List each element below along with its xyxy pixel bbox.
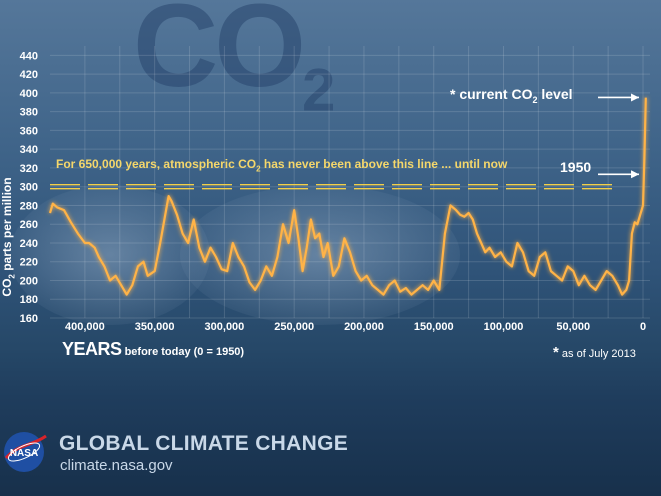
y-tick-label: 360 bbox=[20, 125, 38, 137]
y-tick-label: 340 bbox=[20, 144, 38, 156]
brand-url[interactable]: climate.nasa.gov bbox=[60, 457, 173, 474]
y-tick-label: 400 bbox=[20, 88, 38, 100]
iceberg-center bbox=[180, 185, 460, 325]
brand-title: GLOBAL CLIMATE CHANGE bbox=[59, 432, 349, 455]
y-tick-label: 220 bbox=[20, 257, 38, 269]
x-tick-label: 200,000 bbox=[344, 321, 384, 333]
reference-line-300ppm bbox=[50, 183, 618, 190]
x-tick-label: 100,000 bbox=[484, 321, 524, 333]
nasa-logo-wordmark: NASA bbox=[10, 448, 38, 459]
annotation-arrows bbox=[598, 93, 640, 179]
grid-lines bbox=[50, 46, 650, 319]
y-tick-label: 240 bbox=[20, 238, 38, 250]
y-tick-label: 180 bbox=[20, 294, 38, 306]
x-axis-label-detail: before today (0 = 1950) bbox=[121, 346, 245, 358]
y-tick-label: 300 bbox=[20, 182, 38, 194]
y-tick-label: 280 bbox=[20, 200, 38, 212]
current-level-annotation: * current CO2 level bbox=[450, 86, 573, 105]
y-axis-label: CO2 parts per million bbox=[0, 177, 17, 297]
year-1950-annotation: 1950 bbox=[560, 159, 592, 175]
x-tick-label: 350,000 bbox=[135, 321, 175, 333]
x-axis-label: YEARS before today (0 = 1950) bbox=[62, 339, 244, 360]
x-tick-label: 400,000 bbox=[65, 321, 105, 333]
x-tick-label: 150,000 bbox=[414, 321, 454, 333]
y-tick-label: 380 bbox=[20, 107, 38, 119]
y-tick-label: 420 bbox=[20, 69, 38, 81]
y-tick-label: 260 bbox=[20, 219, 38, 231]
x-tick-label: 300,000 bbox=[205, 321, 245, 333]
x-tick-label: 50,000 bbox=[556, 321, 590, 333]
y-axis-ticks: 160 180 200 220 240 260 280 300 320 340 360 380 400 4… bbox=[20, 50, 38, 325]
co2-series-line bbox=[48, 97, 647, 296]
background-co2-watermark: CO2 bbox=[133, 0, 335, 124]
y-tick-label: 200 bbox=[20, 275, 38, 287]
x-axis-ticks: 400,000 350,000 300,000 250,000 200,000 150,0… bbox=[65, 321, 646, 333]
iceberg-left bbox=[10, 185, 210, 325]
x-axis-label-main: YEARS bbox=[62, 339, 122, 359]
reference-line-annotation: For 650,000 years, atmospheric CO2 has n… bbox=[56, 157, 508, 174]
y-tick-label: 160 bbox=[20, 313, 38, 325]
y-tick-label: 320 bbox=[20, 163, 38, 175]
y-tick-label: 440 bbox=[20, 50, 38, 62]
nasa-logo: NASA bbox=[4, 432, 47, 472]
current-level-arrow-head bbox=[631, 93, 640, 102]
year-1950-arrow-head bbox=[631, 170, 640, 179]
x-tick-label: 250,000 bbox=[274, 321, 314, 333]
x-tick-label: 0 bbox=[640, 321, 646, 333]
footnote: * as of July 2013 bbox=[553, 344, 636, 361]
